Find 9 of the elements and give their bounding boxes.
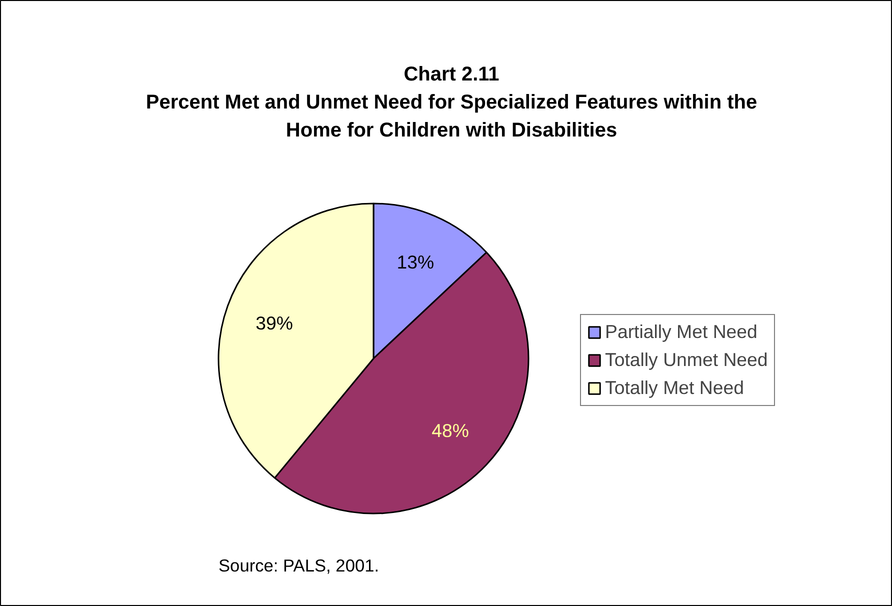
data-label: 48% [432,420,470,442]
legend-label: Partially Met Need [605,321,758,343]
source-note: Source: PALS, 2001. [218,556,380,576]
legend-label: Totally Met Need [605,377,744,399]
data-label: 13% [396,251,434,272]
legend-label: Totally Unmet Need [605,349,768,371]
chart-subtitle: Percent Met and Unmet Need for Specialized Features within the Home for Children with Disabilities [146,92,758,142]
data-label: 39% [256,312,294,334]
chart-title: Chart 2.11 [404,64,500,86]
